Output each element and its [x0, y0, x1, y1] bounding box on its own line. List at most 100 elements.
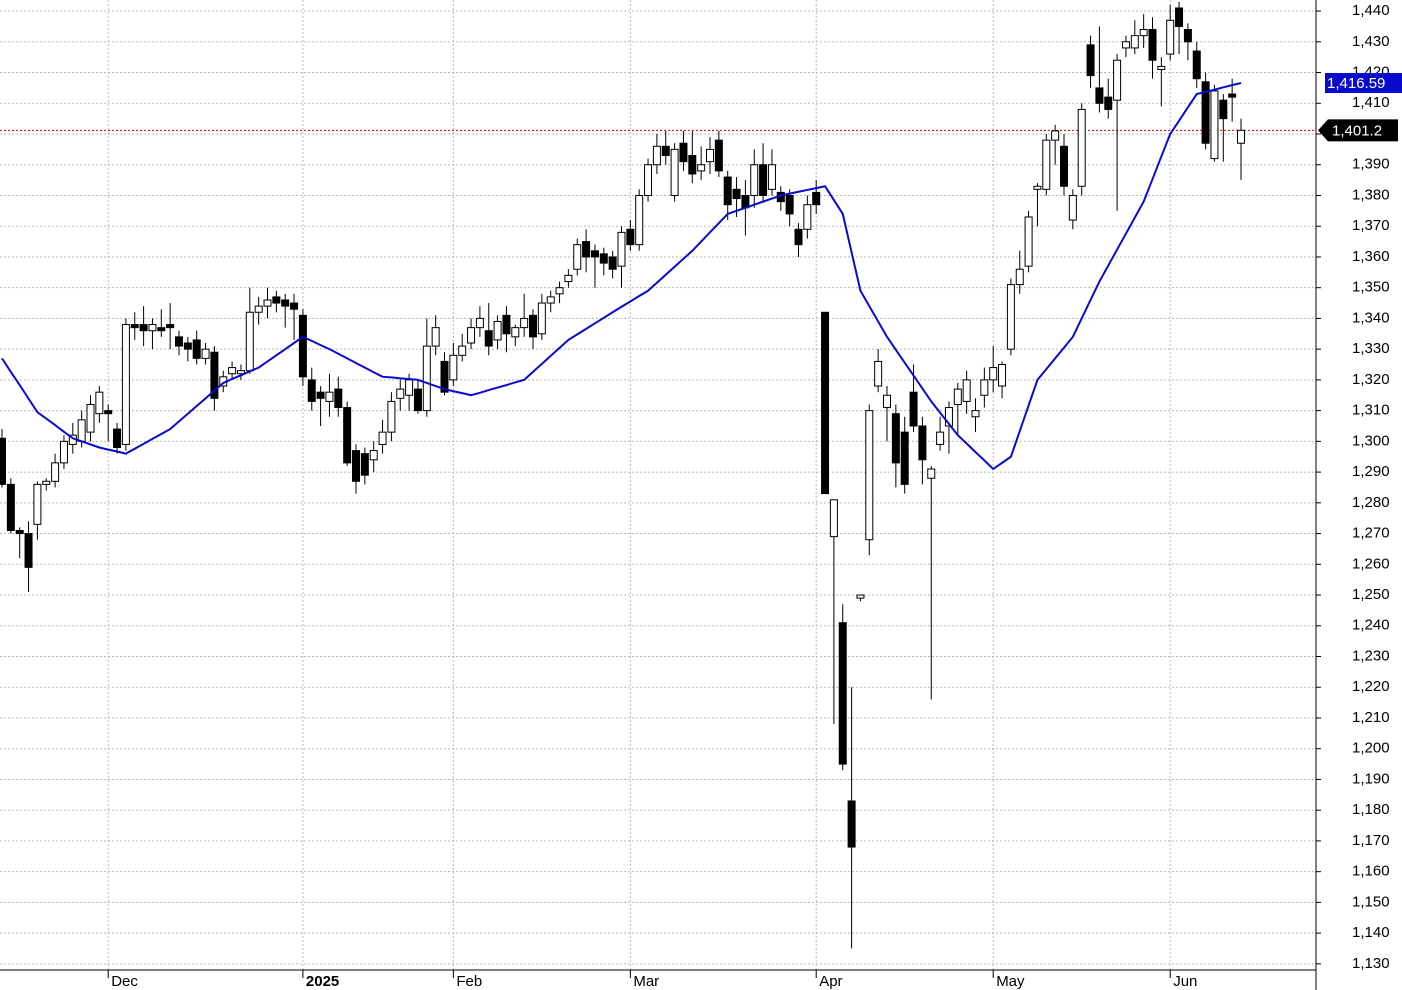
candle-body — [1095, 87, 1104, 104]
candle-body — [307, 379, 316, 402]
x-tick-label: Apr — [819, 973, 842, 990]
y-tick-label: 1,260 — [1352, 555, 1390, 572]
candle-body — [1192, 50, 1201, 80]
candle-body — [759, 164, 768, 196]
y-tick-label: 1,140 — [1352, 924, 1390, 941]
candle-body — [1148, 29, 1157, 61]
candle-body — [918, 425, 927, 461]
candle-body — [431, 327, 440, 347]
candle-body — [936, 431, 945, 445]
candle-body — [1210, 90, 1219, 160]
y-tick-label: 1,290 — [1352, 463, 1390, 480]
y-tick-label: 1,210 — [1352, 709, 1390, 726]
candle-body — [148, 324, 157, 332]
plot-area — [0, 1, 1316, 949]
candle-body — [166, 324, 175, 329]
y-tick-label: 1,440 — [1352, 2, 1390, 19]
candle-body — [6, 483, 15, 531]
candle-body — [51, 462, 60, 482]
candle-body — [378, 431, 387, 445]
close-value-label: 1,401.2 — [1332, 122, 1382, 139]
candle-body — [644, 164, 653, 196]
candle-body — [1219, 99, 1228, 120]
y-tick-label: 1,280 — [1352, 494, 1390, 511]
candle-body — [732, 188, 741, 200]
y-tick-label: 1,310 — [1352, 402, 1390, 419]
candle-body — [909, 391, 918, 427]
candle-body — [1166, 19, 1175, 55]
candle-body — [210, 351, 219, 399]
candle-body — [537, 302, 546, 335]
candle-body — [1051, 130, 1060, 141]
candle-body — [546, 296, 555, 304]
y-tick-label: 1,130 — [1352, 955, 1390, 972]
candle-body — [298, 314, 307, 378]
candle-body — [944, 407, 953, 427]
candle-body — [343, 407, 352, 464]
candle-body — [838, 622, 847, 765]
x-tick-label: Jun — [1173, 973, 1197, 990]
y-tick-label: 1,250 — [1352, 586, 1390, 603]
candle-body — [812, 191, 821, 206]
candle-body — [316, 391, 325, 399]
candle-body — [1006, 284, 1015, 350]
candle-body — [750, 164, 759, 196]
candle-body — [555, 287, 564, 295]
candle-body — [95, 391, 104, 415]
candle-body — [1175, 7, 1184, 27]
candle-body — [1113, 59, 1122, 101]
candle-body — [325, 391, 334, 402]
candle-body — [661, 145, 670, 157]
candle-body — [175, 336, 183, 347]
candle-body — [475, 317, 484, 329]
candle-body — [352, 450, 360, 482]
y-tick-label: 1,320 — [1352, 371, 1390, 388]
y-tick-label: 1,160 — [1352, 863, 1390, 880]
y-tick-label: 1,150 — [1352, 893, 1390, 910]
candle-body — [413, 388, 422, 412]
candle-body — [263, 299, 272, 307]
y-tick-label: 1,390 — [1352, 156, 1390, 173]
candle-body — [706, 148, 714, 163]
candle-body — [511, 327, 520, 338]
x-tick-label: May — [996, 973, 1025, 990]
candle-body — [405, 379, 414, 396]
candle-body — [245, 311, 254, 372]
candle-body — [422, 345, 431, 412]
y-tick-label: 1,340 — [1352, 309, 1390, 326]
candle-body — [360, 453, 369, 476]
y-tick-label: 1,350 — [1352, 279, 1390, 296]
y-tick-label: 1,270 — [1352, 525, 1390, 542]
y-tick-label: 1,380 — [1352, 186, 1390, 203]
x-tick-label: Feb — [456, 973, 482, 990]
candle-body — [962, 379, 971, 402]
candle-body — [86, 403, 95, 433]
candle-body — [254, 305, 263, 313]
y-tick-label: 1,360 — [1352, 248, 1390, 265]
candle-body — [157, 327, 166, 332]
candle-body — [670, 148, 679, 196]
candle-body — [564, 274, 573, 283]
y-tick-label: 1,240 — [1352, 617, 1390, 634]
candle-body — [529, 314, 537, 338]
candle-body — [183, 342, 192, 350]
y-tick-label: 1,430 — [1352, 33, 1390, 50]
candle-body — [77, 419, 86, 442]
close-value-box — [1318, 119, 1398, 142]
x-tick-label: Mar — [633, 973, 659, 990]
candle-body — [829, 499, 838, 538]
candle-body — [847, 800, 856, 848]
candle-body — [121, 324, 130, 445]
candle-body — [33, 483, 42, 525]
candle-body — [1077, 108, 1086, 187]
candle-body — [617, 231, 626, 267]
candle-body — [467, 327, 476, 344]
x-tick-label: Dec — [111, 973, 138, 990]
candle-body — [113, 428, 122, 449]
candle-body — [573, 244, 582, 270]
y-tick-label: 1,220 — [1352, 678, 1390, 695]
candle-body — [998, 364, 1007, 387]
